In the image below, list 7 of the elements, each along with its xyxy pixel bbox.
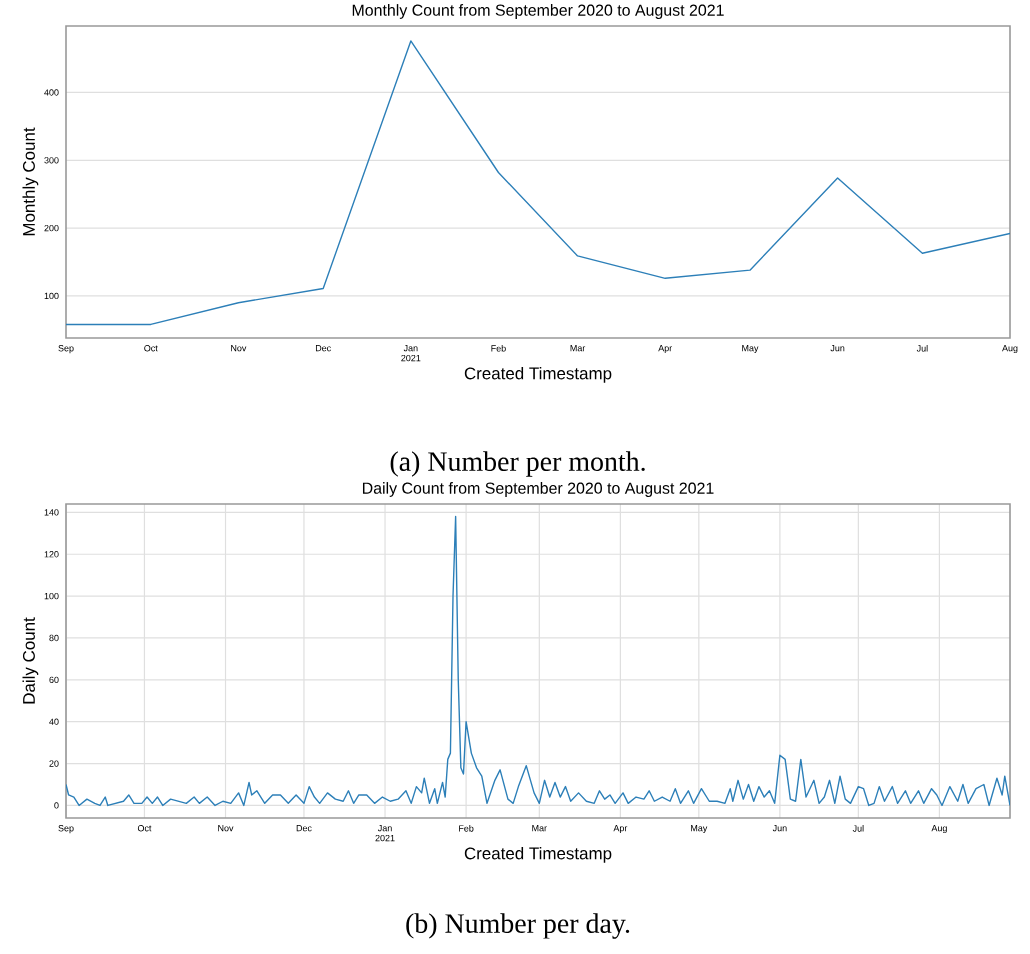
y-axis-title: Daily Count xyxy=(22,617,39,704)
text: (b) Number per day. xyxy=(406,913,630,939)
x-axis-title: Created Timestamp xyxy=(464,366,612,383)
y-axis-title: Monthly Count xyxy=(22,127,39,236)
text: (a) Number per month. xyxy=(390,451,645,477)
line-series xyxy=(66,40,1011,326)
x-axis-title: Created Timestamp xyxy=(464,846,612,863)
